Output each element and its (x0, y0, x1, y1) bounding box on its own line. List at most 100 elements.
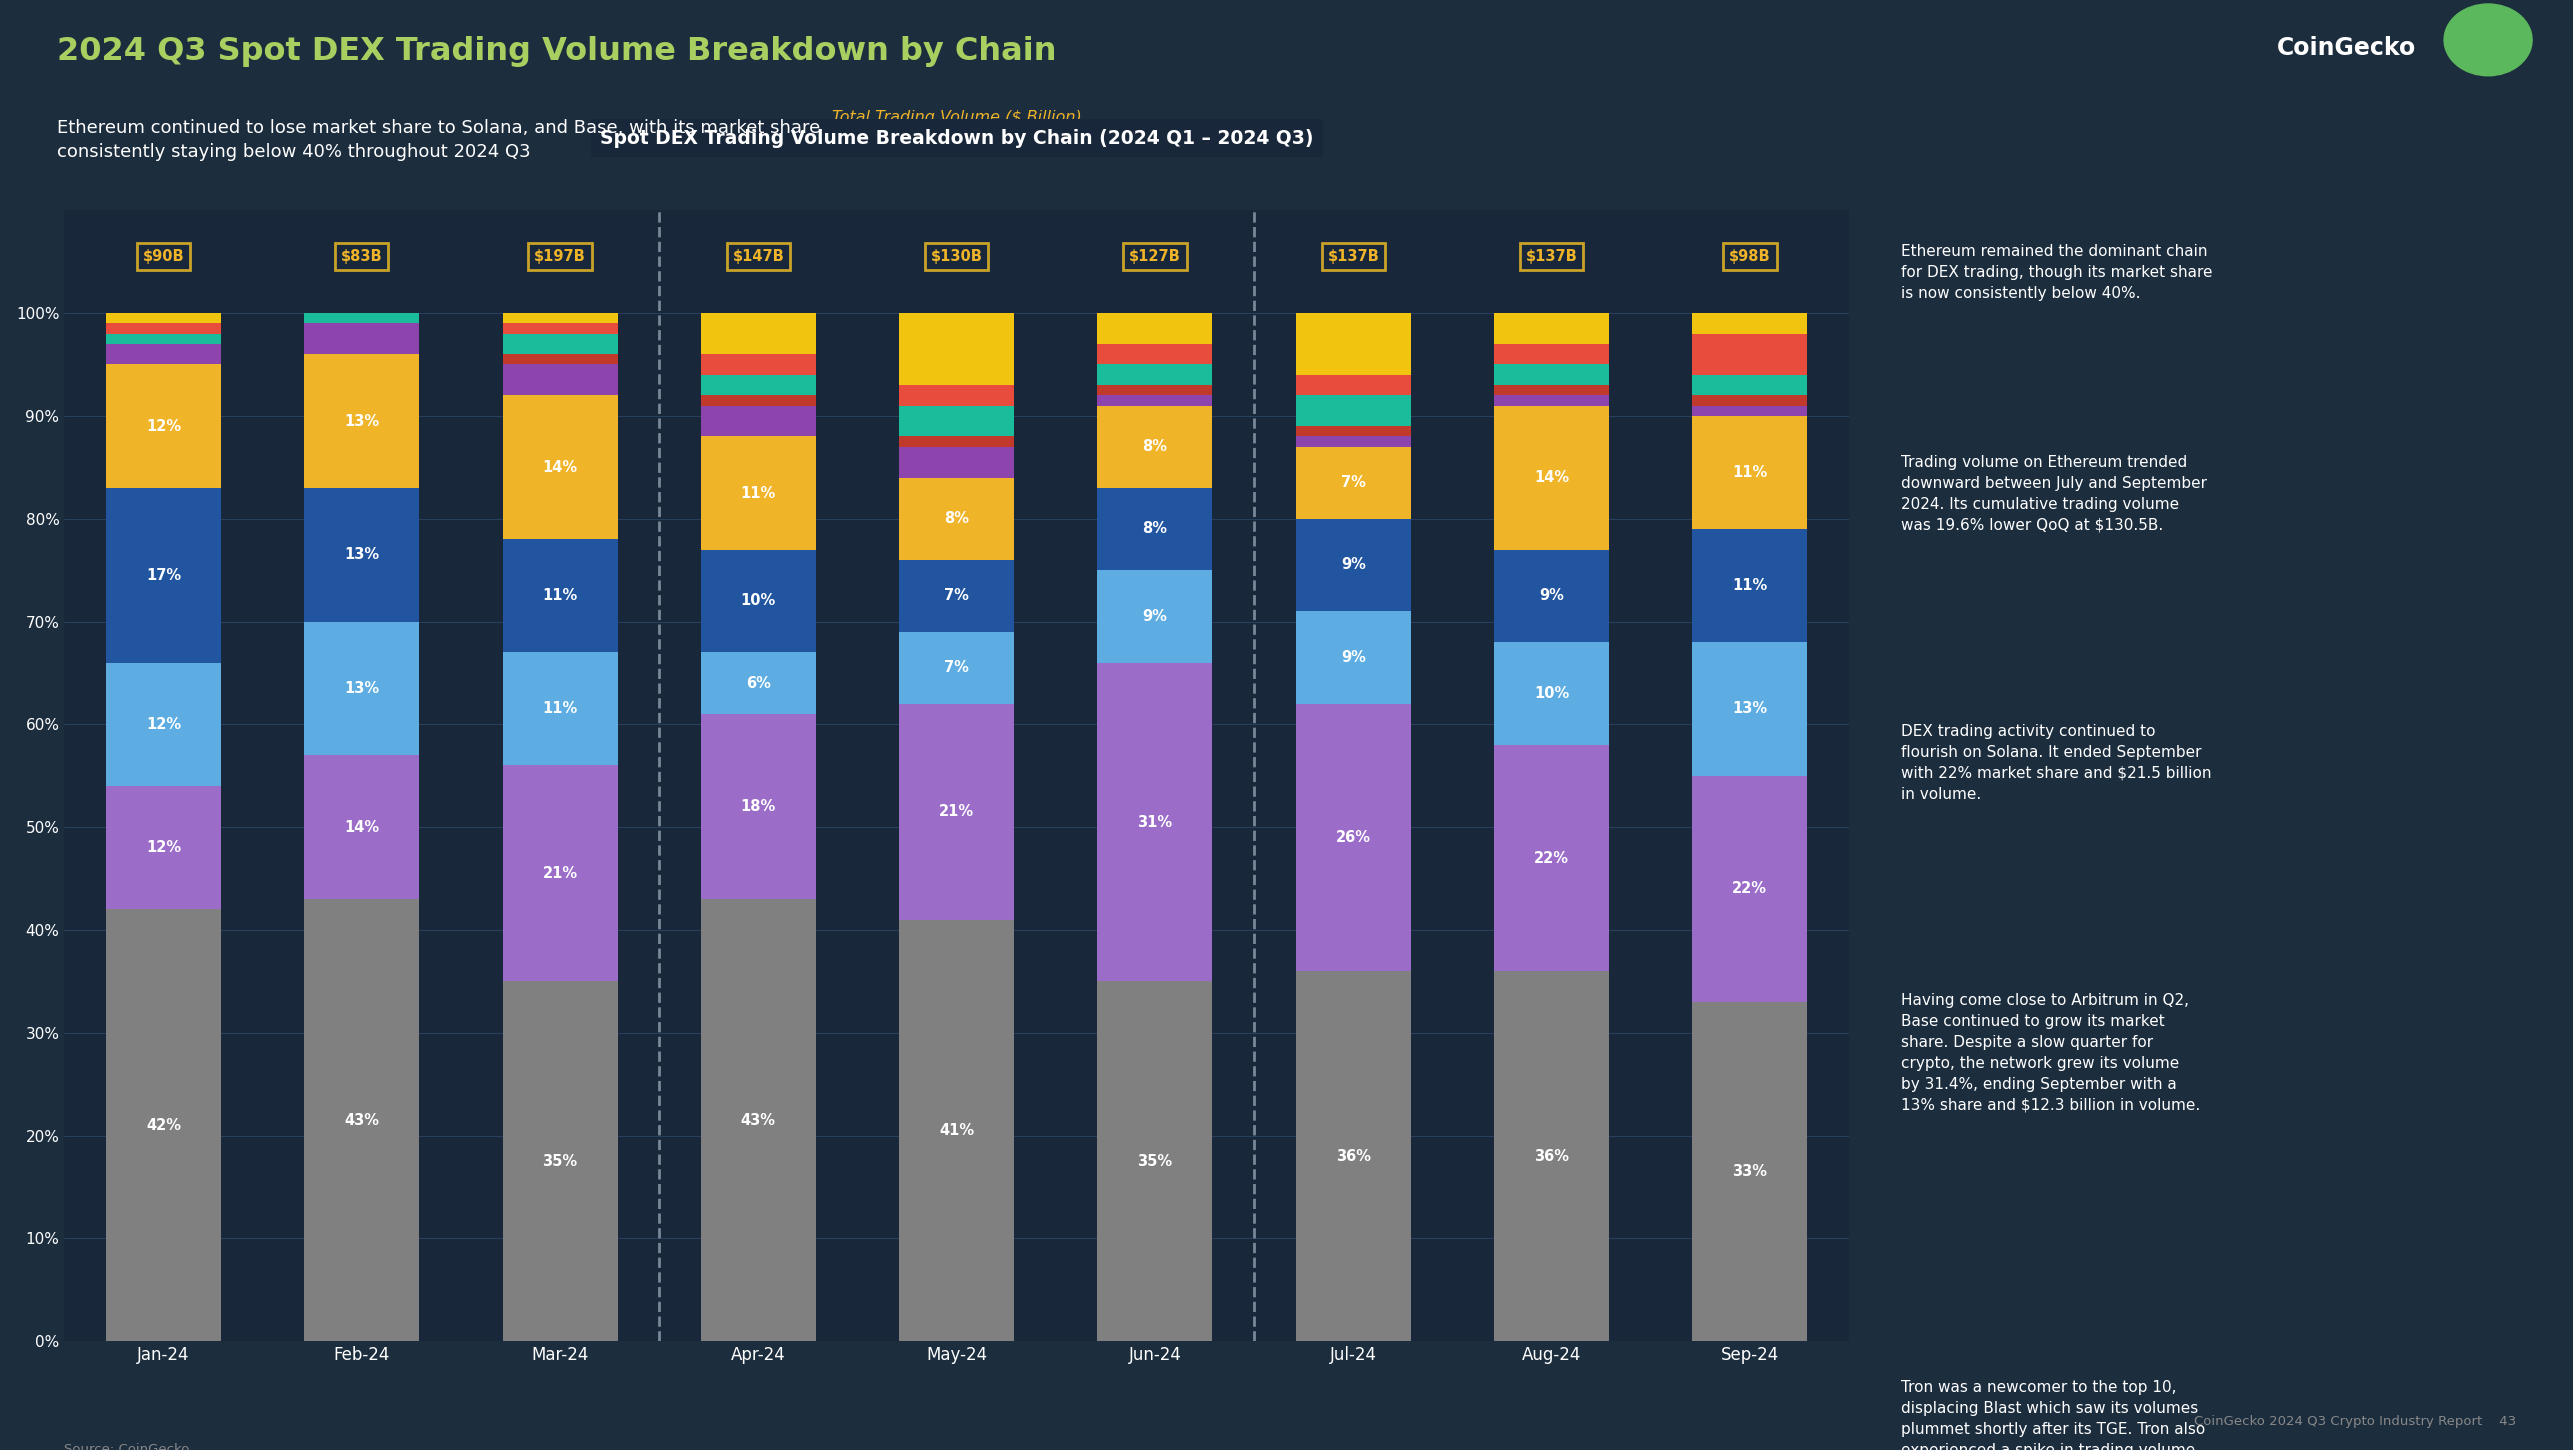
Bar (1495, 972, 1608, 1341)
Bar (898, 703, 1014, 919)
Text: 6%: 6% (746, 676, 772, 690)
Text: 36%: 36% (1335, 1148, 1371, 1164)
Text: 11%: 11% (1732, 579, 1768, 593)
Text: 9%: 9% (1341, 557, 1366, 573)
Text: 9%: 9% (1142, 609, 1168, 624)
Bar (1495, 313, 1608, 344)
Bar (1297, 396, 1410, 426)
Bar (105, 663, 221, 786)
Text: 13%: 13% (345, 682, 378, 696)
Text: 7%: 7% (944, 660, 970, 676)
Bar (1297, 374, 1410, 396)
Bar (105, 487, 221, 663)
Text: 13%: 13% (345, 413, 378, 429)
Bar (700, 396, 816, 406)
Text: CoinGecko: CoinGecko (2277, 36, 2416, 61)
Bar (700, 713, 816, 899)
Text: $130B: $130B (931, 249, 983, 264)
Bar (898, 386, 1014, 406)
Text: 11%: 11% (741, 486, 777, 500)
Bar (1495, 642, 1608, 745)
Bar (1495, 364, 1608, 386)
Text: $90B: $90B (142, 249, 185, 264)
Text: 21%: 21% (939, 805, 975, 819)
Bar (1693, 406, 1806, 416)
Text: 8%: 8% (944, 512, 970, 526)
Text: 10%: 10% (1534, 686, 1570, 700)
Bar (1693, 776, 1806, 1002)
Bar (1693, 313, 1806, 334)
Text: CoinGecko 2024 Q3 Crypto Industry Report    43: CoinGecko 2024 Q3 Crypto Industry Report… (2195, 1415, 2516, 1428)
Text: 31%: 31% (1137, 815, 1173, 829)
Bar (502, 652, 618, 766)
Text: 9%: 9% (1539, 589, 1564, 603)
Bar (1297, 436, 1410, 447)
Bar (1693, 642, 1806, 776)
Bar (1495, 396, 1608, 406)
Bar (304, 755, 419, 899)
Bar (105, 334, 221, 344)
Bar (1693, 374, 1806, 396)
Text: $197B: $197B (535, 249, 587, 264)
Bar (1693, 529, 1806, 642)
Text: 43%: 43% (345, 1112, 378, 1128)
Bar (1099, 487, 1212, 570)
Bar (502, 364, 618, 396)
Text: Total Trading Volume ($ Billion): Total Trading Volume ($ Billion) (831, 110, 1081, 126)
Text: 14%: 14% (543, 460, 576, 474)
Bar (502, 354, 618, 364)
Text: 8%: 8% (1142, 522, 1168, 536)
Bar (1297, 426, 1410, 436)
Bar (700, 374, 816, 396)
Bar (304, 354, 419, 487)
Text: $137B: $137B (1328, 249, 1379, 264)
Bar (105, 364, 221, 487)
Text: DEX trading activity continued to
flourish on Solana. It ended September
with 22: DEX trading activity continued to flouri… (1901, 724, 2213, 802)
Text: 41%: 41% (939, 1122, 975, 1138)
Bar (105, 313, 221, 323)
Bar (700, 406, 816, 436)
Text: 13%: 13% (345, 547, 378, 563)
Text: Source: CoinGecko: Source: CoinGecko (64, 1443, 190, 1450)
Bar (105, 344, 221, 364)
Text: 14%: 14% (1534, 470, 1570, 486)
Bar (1495, 406, 1608, 550)
Text: 26%: 26% (1335, 829, 1371, 845)
Text: 2024 Q3 Spot DEX Trading Volume Breakdown by Chain: 2024 Q3 Spot DEX Trading Volume Breakdow… (57, 36, 1055, 67)
Bar (105, 786, 221, 909)
Text: Trading volume on Ethereum trended
downward between July and September
2024. Its: Trading volume on Ethereum trended downw… (1901, 454, 2208, 532)
Text: Having come close to Arbitrum in Q2,
Base continued to grow its market
share. De: Having come close to Arbitrum in Q2, Bas… (1901, 993, 2200, 1114)
Bar (898, 406, 1014, 436)
Bar (502, 396, 618, 539)
Text: $83B: $83B (342, 249, 383, 264)
Bar (1297, 519, 1410, 612)
Text: 13%: 13% (1732, 702, 1768, 716)
Bar (105, 909, 221, 1341)
Text: 7%: 7% (1341, 476, 1366, 490)
Bar (700, 652, 816, 713)
Text: 9%: 9% (1341, 650, 1366, 666)
Text: 35%: 35% (1137, 1154, 1173, 1169)
Bar (1693, 416, 1806, 529)
Text: 11%: 11% (1732, 465, 1768, 480)
Text: 12%: 12% (147, 840, 180, 856)
Text: 8%: 8% (1142, 439, 1168, 454)
Bar (304, 622, 419, 755)
Text: 21%: 21% (543, 866, 576, 882)
Bar (1099, 313, 1212, 344)
Bar (898, 477, 1014, 560)
Text: 14%: 14% (345, 819, 378, 835)
Bar (1495, 550, 1608, 642)
Bar (1495, 386, 1608, 396)
Bar (700, 354, 816, 374)
Bar (1693, 334, 1806, 374)
Bar (1099, 982, 1212, 1341)
Bar (502, 323, 618, 334)
Bar (898, 313, 1014, 386)
Bar (502, 982, 618, 1341)
Text: 12%: 12% (147, 419, 180, 434)
Bar (105, 323, 221, 334)
Text: 42%: 42% (147, 1118, 180, 1132)
Bar (700, 899, 816, 1341)
Text: Ethereum continued to lose market share to Solana, and Base, with its market sha: Ethereum continued to lose market share … (57, 119, 821, 161)
